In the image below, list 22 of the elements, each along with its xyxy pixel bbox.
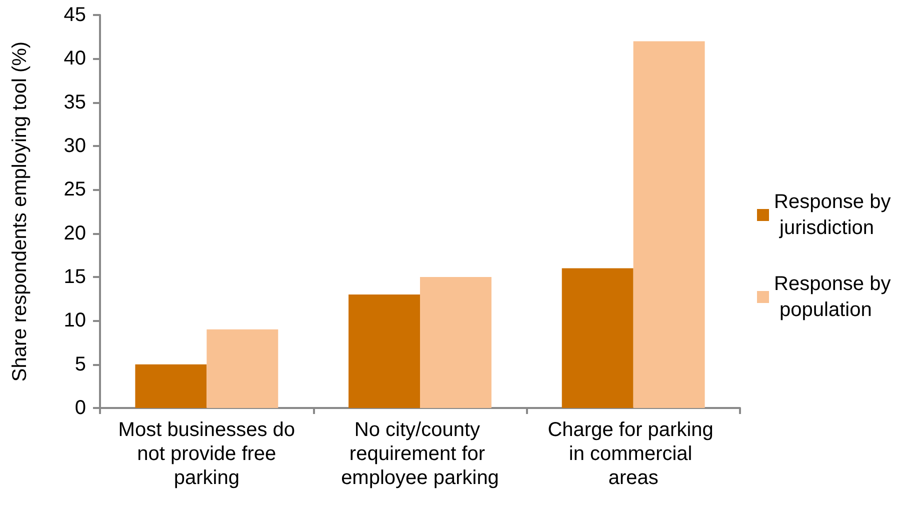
legend-label: Response by population bbox=[774, 273, 891, 321]
y-tick-label: 40 bbox=[64, 48, 86, 70]
bar bbox=[348, 294, 420, 408]
y-tick-label: 35 bbox=[64, 91, 86, 114]
x-tick-label: Charge for parking in commercial areas bbox=[548, 419, 719, 489]
bar bbox=[562, 268, 634, 408]
x-tick-label: Most businesses do not provide free parking bbox=[118, 419, 296, 489]
legend-label: Response by jurisdiction bbox=[774, 191, 891, 239]
y-tick-label: 45 bbox=[64, 4, 86, 26]
x-tick-label: No city/county requirement for employee parking bbox=[341, 419, 499, 489]
y-tick-label: 15 bbox=[64, 266, 86, 288]
bar bbox=[135, 364, 207, 408]
bar bbox=[206, 329, 278, 408]
bar bbox=[633, 41, 705, 408]
y-tick-label: 20 bbox=[64, 222, 86, 244]
y-tick-label: 30 bbox=[64, 135, 86, 157]
y-tick-label: 5 bbox=[74, 353, 86, 376]
y-tick-label: 0 bbox=[74, 397, 86, 419]
y-axis-title: Share respondents employing tool (%) bbox=[9, 41, 31, 382]
y-tick-label: 25 bbox=[64, 178, 86, 201]
y-tick-label: 10 bbox=[64, 310, 86, 332]
bar bbox=[420, 277, 492, 408]
